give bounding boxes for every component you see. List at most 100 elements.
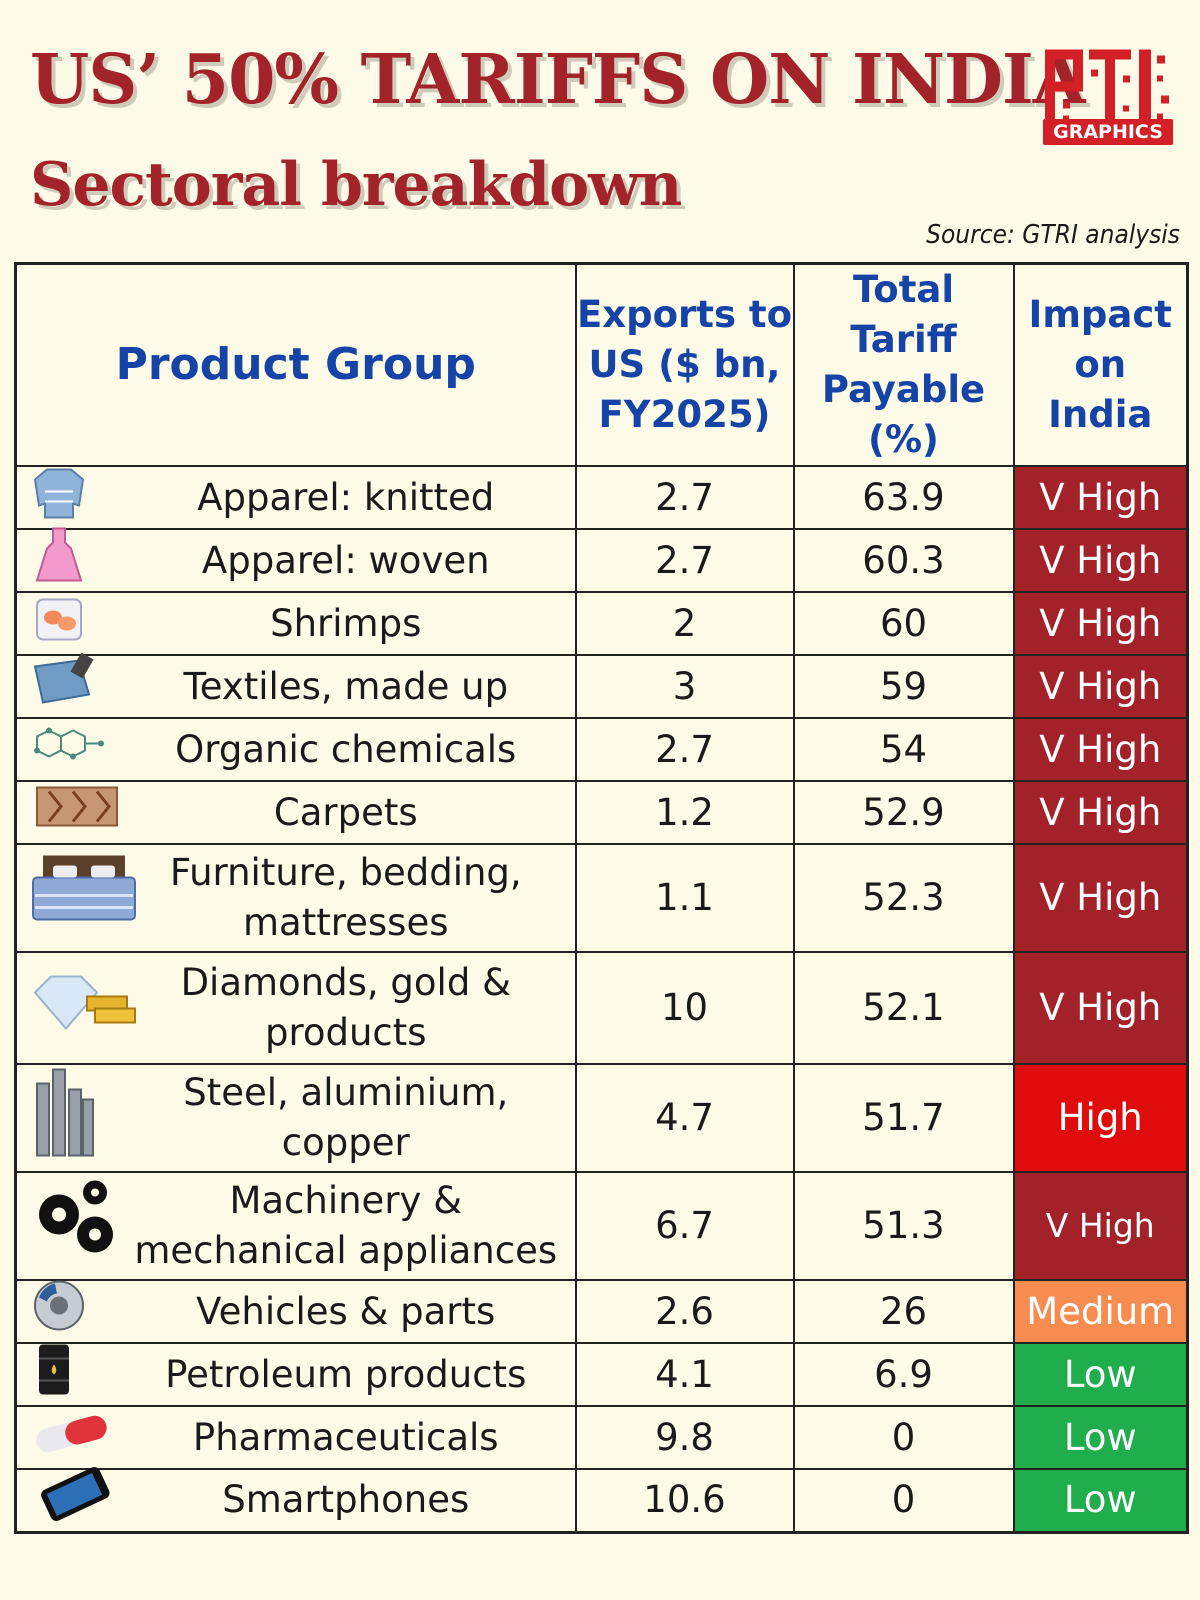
product-name: Apparel: woven [201, 538, 490, 582]
product-name: Diamonds, gold & [180, 961, 511, 1004]
product-cell: Steel, aluminium, copper [14, 1063, 577, 1173]
product-name: Shrimps [270, 601, 422, 645]
product-cell: Furniture, bedding, mattresses [14, 843, 577, 953]
impact-badge: V High [1012, 528, 1189, 593]
impact-badge: Low [1012, 1342, 1189, 1407]
tariff-cell: 51.7 [792, 1063, 1015, 1173]
impact-badge: V High [1012, 591, 1189, 656]
exports-cell: 4.1 [574, 1342, 795, 1407]
exports-cell: 9.8 [574, 1405, 795, 1470]
product-cell: Smartphones [14, 1467, 577, 1533]
column-header-tariff: Total Tariff Payable (%) [792, 262, 1015, 467]
product-name: Machinery & [229, 1179, 463, 1222]
impact-badge: High [1012, 1063, 1189, 1173]
product-name-line2: copper [281, 1121, 410, 1164]
tariff-cell: 54 [792, 717, 1015, 782]
molecule-icon [29, 718, 109, 781]
gears-icon [29, 1175, 125, 1278]
tariff-cell: 51.3 [792, 1171, 1015, 1281]
table-row: Machinery & mechanical appliances 6.7 51.3 V… [14, 1171, 1189, 1281]
exports-cell: 6.7 [574, 1171, 795, 1281]
product-name: Apparel: knitted [197, 475, 495, 519]
product-name-line2: mattresses [243, 901, 449, 944]
tariff-cell: 52.3 [792, 843, 1015, 953]
exports-cell: 2.6 [574, 1279, 795, 1344]
exports-cell: 10 [574, 951, 795, 1065]
product-cell: Shrimps [14, 591, 577, 656]
table-header-row: Product Group Exports to US ($ bn, FY202… [14, 262, 1189, 467]
smartphone-icon [29, 1464, 119, 1537]
textile-icon [29, 650, 99, 723]
product-name: Vehicles & parts [196, 1289, 496, 1333]
impact-badge: Low [1012, 1468, 1189, 1533]
brake-disc-icon [29, 1275, 89, 1348]
steel-bars-icon [29, 1064, 99, 1173]
table-row: Furniture, bedding, mattresses 1.1 52.3 V Hi… [14, 843, 1189, 953]
impact-badge: V High [1012, 1171, 1189, 1281]
page-subtitle: Sectoral breakdown [30, 150, 682, 220]
tariff-cell: 0 [792, 1468, 1015, 1533]
tariff-cell: 63.9 [792, 465, 1015, 530]
product-cell: Apparel: woven [14, 527, 577, 593]
impact-badge: V High [1012, 780, 1189, 845]
product-cell: Textiles, made up [14, 651, 577, 719]
dress-icon [29, 524, 89, 597]
product-cell: Petroleum products [14, 1342, 577, 1407]
table-row: Pharmaceuticals 9.8 0 Low [14, 1405, 1189, 1470]
impact-badge: V High [1012, 465, 1189, 530]
table-row: Shrimps 2 60 V High [14, 591, 1189, 656]
product-name-line2: mechanical appliances [134, 1229, 558, 1272]
tariff-cell: 60 [792, 591, 1015, 656]
table-row: Organic chemicals 2.7 54 V High [14, 717, 1189, 782]
table-row: Textiles, made up 3 59 V High [14, 651, 1189, 719]
tariff-cell: 6.9 [792, 1342, 1015, 1407]
exports-cell: 1.2 [574, 780, 795, 845]
bed-icon [29, 852, 139, 945]
carpet-icon [29, 781, 125, 844]
exports-cell: 10.6 [574, 1468, 795, 1533]
product-cell: Apparel: knitted [14, 465, 577, 530]
table-row: Apparel: knitted 2.7 63.9 V High [14, 465, 1189, 530]
table-row: Carpets 1.2 52.9 V High [14, 780, 1189, 845]
table-row: Smartphones 10.6 0 Low [14, 1467, 1189, 1533]
exports-cell: 2.7 [574, 717, 795, 782]
pti-logo-icon [1045, 49, 1169, 128]
tariff-cell: 0 [792, 1405, 1015, 1470]
table-row: Steel, aluminium, copper 4.7 51.7 High [14, 1063, 1189, 1173]
column-header-product: Product Group [14, 262, 577, 467]
product-name: Furniture, bedding, [169, 851, 522, 894]
product-name: Textiles, made up [183, 664, 509, 708]
product-name: Smartphones [222, 1478, 470, 1522]
impact-badge: V High [1012, 951, 1189, 1065]
tariff-cell: 52.1 [792, 951, 1015, 1065]
exports-cell: 2 [574, 591, 795, 656]
product-name: Petroleum products [165, 1352, 527, 1396]
exports-cell: 4.7 [574, 1063, 795, 1173]
exports-cell: 2.7 [574, 465, 795, 530]
exports-cell: 1.1 [574, 843, 795, 953]
logo-graphics-badge: GRAPHICS [1043, 119, 1173, 145]
product-name-line2: products [264, 1011, 427, 1054]
pill-capsule-icon [29, 1406, 125, 1469]
product-cell: Machinery & mechanical appliances [14, 1171, 577, 1281]
table-row: Vehicles & parts 2.6 26 Medium [14, 1279, 1189, 1344]
product-name: Carpets [273, 790, 418, 834]
diamond-gold-icon [29, 967, 139, 1050]
impact-badge: V High [1012, 843, 1189, 953]
impact-badge: Medium [1012, 1279, 1189, 1344]
product-name: Steel, aluminium, [183, 1071, 509, 1114]
product-cell: Diamonds, gold & products [14, 951, 577, 1065]
table-row: Petroleum products 4.1 6.9 Low [14, 1342, 1189, 1407]
product-cell: Carpets [14, 780, 577, 845]
exports-cell: 2.7 [574, 528, 795, 593]
column-header-impact: Impact on India [1012, 262, 1189, 467]
shrimp-icon [29, 587, 89, 660]
source-note: Source: GTRI analysis [926, 220, 1180, 250]
product-cell: Pharmaceuticals [14, 1405, 577, 1470]
tariff-cell: 59 [792, 654, 1015, 719]
tariff-cell: 52.9 [792, 780, 1015, 845]
product-name: Organic chemicals [175, 727, 517, 771]
table-row: Apparel: woven 2.7 60.3 V High [14, 527, 1189, 593]
sweater-icon [29, 461, 89, 534]
tariff-cell: 60.3 [792, 528, 1015, 593]
